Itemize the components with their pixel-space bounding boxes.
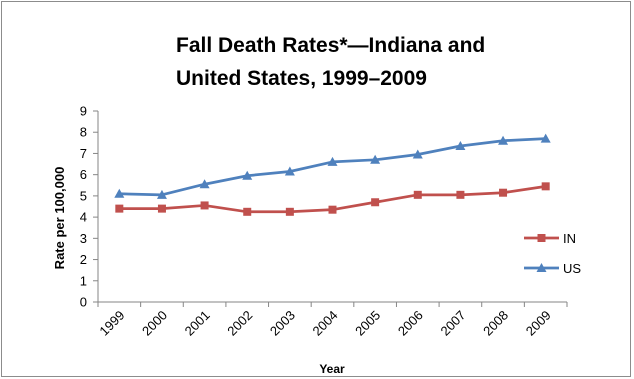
data-point-us bbox=[455, 141, 466, 151]
data-point-us bbox=[327, 156, 338, 166]
x-tick-label: 2004 bbox=[310, 308, 341, 339]
data-point-us bbox=[412, 149, 423, 159]
x-axis-label: Year bbox=[319, 362, 345, 376]
legend-marker-us bbox=[536, 263, 547, 272]
data-point-in bbox=[499, 188, 508, 197]
y-tick-label: 6 bbox=[80, 167, 87, 182]
x-tick-label: 2000 bbox=[139, 308, 170, 339]
y-axis-label: Rate per 100,000 bbox=[52, 167, 67, 270]
y-tick-label: 1 bbox=[80, 273, 87, 288]
chart-title-line-2: United States, 1999–2009 bbox=[176, 67, 427, 90]
legend-label-in: IN bbox=[563, 231, 576, 246]
x-tick-label: 2005 bbox=[352, 308, 383, 339]
data-point-in bbox=[413, 190, 422, 199]
x-tick-label: 2009 bbox=[523, 308, 554, 339]
data-point-us bbox=[498, 135, 509, 145]
x-tick-label: 2001 bbox=[182, 308, 213, 339]
data-point-us bbox=[370, 154, 381, 164]
y-tick-label: 4 bbox=[80, 210, 87, 225]
data-point-in bbox=[285, 207, 294, 216]
series-line-us bbox=[119, 137, 546, 197]
data-point-in bbox=[115, 204, 124, 213]
x-tick-label: 1999 bbox=[96, 308, 127, 339]
data-point-in bbox=[371, 198, 380, 207]
data-point-in bbox=[456, 190, 465, 199]
x-tick-label: 2003 bbox=[267, 308, 298, 339]
y-tick-label: 8 bbox=[80, 125, 87, 140]
data-point-us bbox=[156, 189, 167, 199]
legend-label-us: US bbox=[563, 261, 581, 276]
legend-marker-in bbox=[537, 234, 546, 242]
x-tick-label: 2006 bbox=[395, 308, 426, 339]
x-tick-label: 2007 bbox=[437, 308, 468, 339]
data-point-in bbox=[200, 201, 209, 210]
chart-title-line-1: Fall Death Rates*—Indiana and bbox=[176, 34, 486, 57]
data-point-us bbox=[242, 170, 253, 180]
data-point-us bbox=[284, 166, 295, 176]
data-point-in bbox=[328, 205, 337, 214]
x-tick-label: 2008 bbox=[480, 308, 511, 339]
data-point-in bbox=[541, 182, 550, 191]
y-tick-label: 2 bbox=[80, 252, 87, 267]
data-point-us bbox=[114, 188, 125, 198]
x-tick-label: 2002 bbox=[224, 308, 255, 339]
data-point-in bbox=[157, 204, 166, 213]
y-tick-label: 0 bbox=[80, 295, 87, 310]
data-point-us bbox=[199, 179, 210, 189]
y-tick-label: 3 bbox=[80, 231, 87, 246]
data-point-us bbox=[540, 133, 551, 143]
data-point-in bbox=[243, 207, 252, 216]
y-tick-label: 7 bbox=[80, 146, 87, 161]
y-tick-label: 5 bbox=[80, 188, 87, 203]
y-tick-label: 9 bbox=[80, 104, 87, 119]
